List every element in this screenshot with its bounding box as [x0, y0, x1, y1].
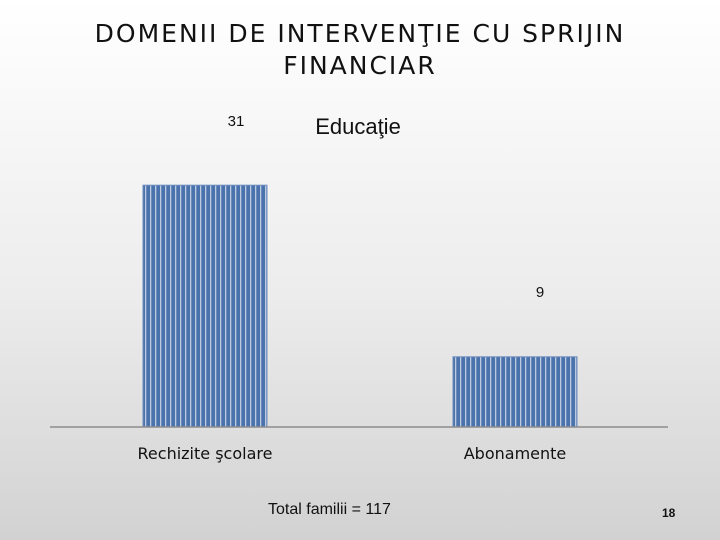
category-label-1: Rechizite şcolare	[138, 444, 273, 463]
data-label-2: 9	[536, 284, 544, 301]
bar-chart: Educaţie 31 Rechizite şcolare 9 Abonamente	[50, 113, 668, 463]
total-families-note: Total familii = 117	[268, 501, 391, 518]
data-label-1: 31	[228, 113, 245, 130]
category-label-2: Abonamente	[464, 444, 567, 463]
bar-2	[452, 356, 578, 428]
slide-title: DOMENII DE INTERVENŢIE CU SPRIJIN FINANC…	[94, 19, 626, 80]
page-number: 18	[662, 506, 676, 520]
bars-layer: 31 Rechizite şcolare 9 Abonamente	[138, 113, 578, 463]
chart-title: Educaţie	[315, 114, 401, 139]
bar-1	[142, 184, 268, 428]
